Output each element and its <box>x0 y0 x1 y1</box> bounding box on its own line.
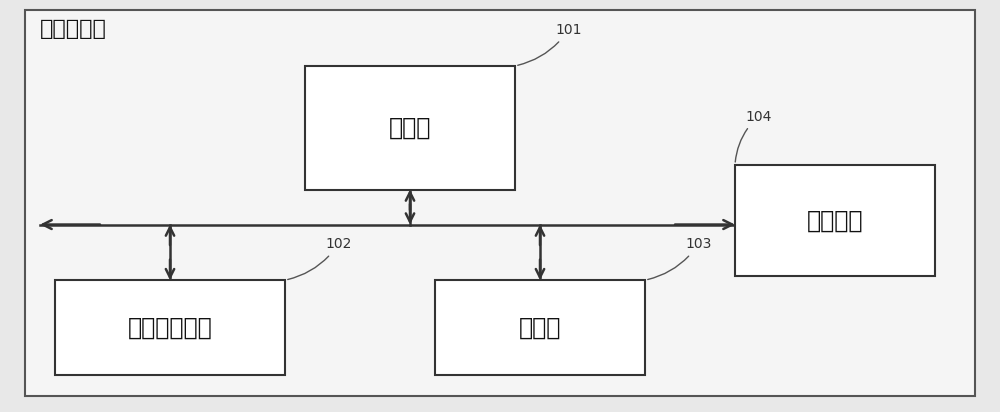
Text: 输入输出接口: 输入输出接口 <box>128 316 212 339</box>
Bar <box>435 280 645 375</box>
Text: 处理器: 处理器 <box>389 116 431 140</box>
Text: 101: 101 <box>518 23 582 65</box>
Text: 存储器: 存储器 <box>519 316 561 339</box>
Text: 102: 102 <box>288 237 351 279</box>
Bar <box>735 165 935 276</box>
Text: 计算机设备: 计算机设备 <box>40 19 107 39</box>
Text: 传输装置: 传输装置 <box>807 208 863 232</box>
Text: 103: 103 <box>648 237 711 279</box>
Bar <box>55 280 285 375</box>
Text: 104: 104 <box>735 110 771 162</box>
Bar <box>305 66 515 190</box>
